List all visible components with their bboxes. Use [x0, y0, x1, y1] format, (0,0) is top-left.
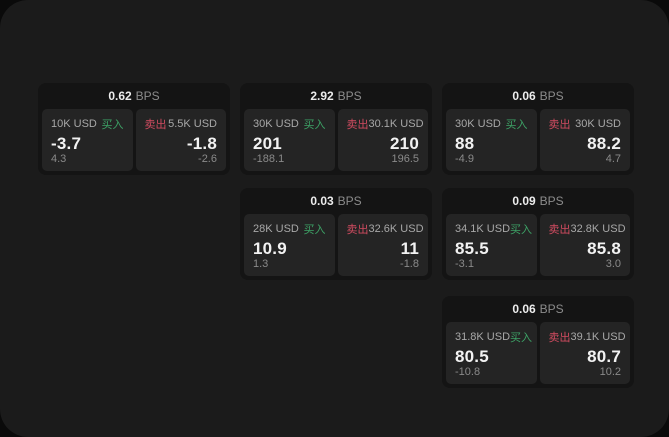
quote-card[interactable]: 2.92 BPS 30K USD 买入 201 -188.1 卖出 30.1K U…: [240, 83, 432, 175]
sell-price: -1.8: [186, 133, 217, 153]
buy-panel[interactable]: 34.1K USD 买入 85.5 -3.1: [446, 214, 537, 276]
buy-panel[interactable]: 30K USD 买入 88 -4.9: [446, 109, 537, 171]
buy-size-label: 34.1K USD: [455, 223, 511, 235]
bps-unit-label: BPS: [337, 194, 362, 208]
bps-unit-label: BPS: [337, 89, 362, 103]
bps-value: 0.06: [512, 89, 536, 103]
sell-delta: -2.6: [198, 153, 217, 165]
buy-price: 10.9: [253, 238, 287, 258]
buy-delta: -10.8: [455, 366, 481, 378]
bps-header: 2.92 BPS: [244, 83, 428, 109]
bps-header: 0.62 BPS: [42, 83, 226, 109]
buy-panel[interactable]: 10K USD 买入 -3.7 4.3: [42, 109, 133, 171]
bps-value: 0.06: [512, 302, 536, 316]
sell-price: 11: [400, 238, 419, 258]
sell-delta: 196.5: [391, 153, 419, 165]
sell-size-label: 5.5K USD: [168, 118, 217, 130]
sell-price: 85.8: [587, 238, 621, 258]
bps-unit-label: BPS: [539, 194, 564, 208]
sell-side-label: 卖出: [346, 119, 369, 131]
buy-delta: -3.1: [455, 258, 474, 270]
quote-panels: 28K USD 买入 10.9 1.3 卖出 32.6K USD 11 -1.8: [244, 214, 428, 276]
bps-header: 0.09 BPS: [446, 188, 630, 214]
sell-panel[interactable]: 卖出 32.8K USD 85.8 3.0: [539, 214, 630, 276]
bps-value: 0.03: [310, 194, 334, 208]
buy-panel[interactable]: 31.8K USD 买入 80.5 -10.8: [446, 322, 537, 384]
buy-price: 85.5: [455, 238, 489, 258]
quote-card[interactable]: 0.03 BPS 28K USD 买入 10.9 1.3 卖出 32.6K USD…: [240, 188, 432, 280]
bps-header: 0.03 BPS: [244, 188, 428, 214]
sell-size-label: 32.6K USD: [368, 223, 424, 235]
sell-delta: 4.7: [605, 153, 621, 165]
buy-price: 88: [455, 133, 475, 153]
buy-side-label: 买入: [303, 119, 326, 131]
sell-delta: -1.8: [400, 258, 419, 270]
buy-price: 201: [253, 133, 282, 153]
buy-price: -3.7: [51, 133, 82, 153]
buy-side-label: 买入: [510, 332, 533, 344]
quote-card[interactable]: 0.09 BPS 34.1K USD 买入 85.5 -3.1 卖出 32.8K …: [442, 188, 634, 280]
bps-unit-label: BPS: [135, 89, 160, 103]
bps-value: 0.62: [108, 89, 132, 103]
bps-unit-label: BPS: [539, 89, 564, 103]
quote-panels: 34.1K USD 买入 85.5 -3.1 卖出 32.8K USD 85.8…: [446, 214, 630, 276]
buy-size-label: 10K USD: [51, 118, 97, 130]
buy-delta: -4.9: [455, 153, 474, 165]
buy-side-label: 买入: [505, 119, 528, 131]
buy-panel[interactable]: 28K USD 买入 10.9 1.3: [244, 214, 335, 276]
sell-size-label: 30K USD: [575, 118, 621, 130]
sell-side-label: 卖出: [346, 224, 369, 236]
sell-panel[interactable]: 卖出 30K USD 88.2 4.7: [539, 109, 630, 171]
buy-panel[interactable]: 30K USD 买入 201 -188.1: [244, 109, 335, 171]
quote-panels: 30K USD 买入 201 -188.1 卖出 30.1K USD 210 1…: [244, 109, 428, 171]
bps-unit-label: BPS: [539, 302, 564, 316]
sell-panel[interactable]: 卖出 30.1K USD 210 196.5: [337, 109, 428, 171]
bps-value: 0.09: [512, 194, 536, 208]
sell-size-label: 32.8K USD: [570, 223, 626, 235]
sell-size-label: 30.1K USD: [368, 118, 424, 130]
quote-panels: 10K USD 买入 -3.7 4.3 卖出 5.5K USD -1.8 -2.…: [42, 109, 226, 171]
bps-value: 2.92: [310, 89, 334, 103]
sell-panel[interactable]: 卖出 39.1K USD 80.7 10.2: [539, 322, 630, 384]
sell-delta: 10.2: [599, 366, 621, 378]
bps-header: 0.06 BPS: [446, 83, 630, 109]
buy-delta: 4.3: [51, 153, 67, 165]
sell-price: 88.2: [587, 133, 621, 153]
sell-panel[interactable]: 卖出 32.6K USD 11 -1.8: [337, 214, 428, 276]
sell-price: 210: [390, 133, 419, 153]
sell-side-label: 卖出: [548, 332, 571, 344]
sell-side-label: 卖出: [144, 119, 167, 131]
buy-size-label: 30K USD: [253, 118, 299, 130]
buy-delta: -188.1: [253, 153, 285, 165]
quote-panels: 30K USD 买入 88 -4.9 卖出 30K USD 88.2 4.7: [446, 109, 630, 171]
bps-header: 0.06 BPS: [446, 296, 630, 322]
quote-card[interactable]: 0.06 BPS 30K USD 买入 88 -4.9 卖出 30K USD 88…: [442, 83, 634, 175]
quote-panels: 31.8K USD 买入 80.5 -10.8 卖出 39.1K USD 80.…: [446, 322, 630, 384]
buy-size-label: 31.8K USD: [455, 331, 511, 343]
buy-delta: 1.3: [253, 258, 269, 270]
buy-size-label: 28K USD: [253, 223, 299, 235]
sell-delta: 3.0: [605, 258, 621, 270]
sell-size-label: 39.1K USD: [570, 331, 626, 343]
quote-card[interactable]: 0.06 BPS 31.8K USD 买入 80.5 -10.8 卖出 39.1K…: [442, 296, 634, 388]
quote-card[interactable]: 0.62 BPS 10K USD 买入 -3.7 4.3 卖出 5.5K USD …: [38, 83, 230, 175]
buy-price: 80.5: [455, 346, 489, 366]
sell-price: 80.7: [587, 346, 621, 366]
sell-side-label: 卖出: [548, 119, 571, 131]
buy-size-label: 30K USD: [455, 118, 501, 130]
sell-panel[interactable]: 卖出 5.5K USD -1.8 -2.6: [135, 109, 226, 171]
buy-side-label: 买入: [303, 224, 326, 236]
buy-side-label: 买入: [101, 119, 124, 131]
sell-side-label: 卖出: [548, 224, 571, 236]
buy-side-label: 买入: [510, 224, 533, 236]
